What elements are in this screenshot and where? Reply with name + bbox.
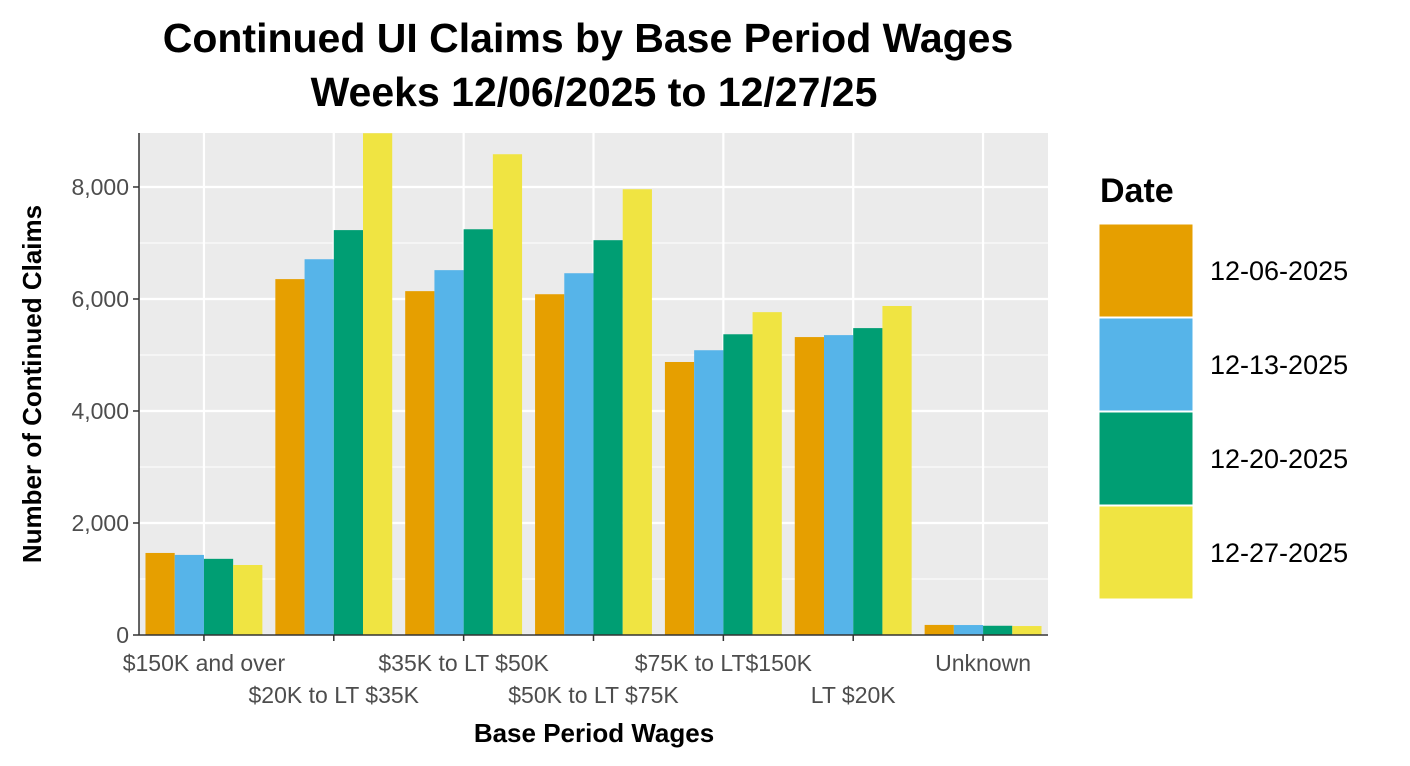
bar-12-20-2025 [203,558,234,635]
x-tick-label: $35K to LT $50K [378,650,549,676]
bar-12-20-2025 [853,328,883,635]
bar-12-06-2025 [924,624,954,635]
y-tick-label: 6,000 [71,286,129,312]
y-axis-title: Number of Continued Claims [17,205,47,563]
x-axis-title: Base Period Wages [474,718,714,748]
bar-12-06-2025 [794,337,824,635]
bars [145,133,1042,636]
bar-12-27-2025 [492,154,523,635]
chart-subtitle: Weeks 12/06/2025 to 12/27/25 [311,69,878,115]
bar-12-13-2025 [823,335,854,635]
legend-label: 12-13-2025 [1210,350,1348,380]
bar-12-27-2025 [233,564,263,635]
bar-12-20-2025 [463,229,493,635]
bar-12-13-2025 [694,350,724,635]
bar-12-06-2025 [405,291,435,635]
bar-12-06-2025 [664,361,695,635]
legend: 12-06-2025 12-13-2025 12-20-2025 12-27-2025 [1098,223,1348,600]
y-tick-label: 4,000 [71,398,129,424]
legend-label: 12-20-2025 [1210,444,1348,474]
x-tick-label: $75K to LT$150K [635,650,813,676]
bar-12-27-2025 [882,305,912,635]
chart-title: Continued UI Claims by Base Period Wages [163,15,1014,61]
bar-12-27-2025 [363,133,393,636]
bar-12-27-2025 [752,312,782,635]
bar-12-20-2025 [593,240,623,635]
legend-title: Date [1100,172,1174,210]
bar-12-06-2025 [145,552,175,635]
bar-12-13-2025 [174,554,204,635]
bar-12-20-2025 [333,230,364,635]
legend-label: 12-06-2025 [1210,256,1348,286]
legend-key-12-27-2025 [1098,505,1194,600]
x-tick-label: $150K and over [123,650,286,676]
legend-key-12-13-2025 [1098,317,1194,412]
legend-label: 12-27-2025 [1210,538,1348,568]
x-tick-label: Unknown [935,650,1031,676]
bar-12-20-2025 [983,625,1013,635]
x-tick-label: LT $20K [811,682,896,708]
bar-12-13-2025 [434,270,464,635]
bar-12-27-2025 [1012,626,1042,635]
bar-12-06-2025 [275,279,305,635]
bar-12-06-2025 [535,294,565,635]
x-tick-label: $50K to LT $75K [508,682,679,708]
y-tick-label: 2,000 [71,510,129,536]
x-tick-label: $20K to LT $35K [249,682,420,708]
axes: 0 2,000 4,000 6,000 8,000 $150K and over $20K … [71,133,1048,708]
bar-12-13-2025 [564,273,594,635]
y-tick-label: 0 [116,622,129,648]
bar-12-13-2025 [953,625,984,635]
bar-12-27-2025 [622,189,652,635]
legend-key-12-20-2025 [1098,411,1194,506]
bar-12-13-2025 [304,259,334,635]
legend-key-12-06-2025 [1098,223,1194,318]
bar-12-20-2025 [723,334,753,635]
y-tick-label: 8,000 [71,174,129,200]
